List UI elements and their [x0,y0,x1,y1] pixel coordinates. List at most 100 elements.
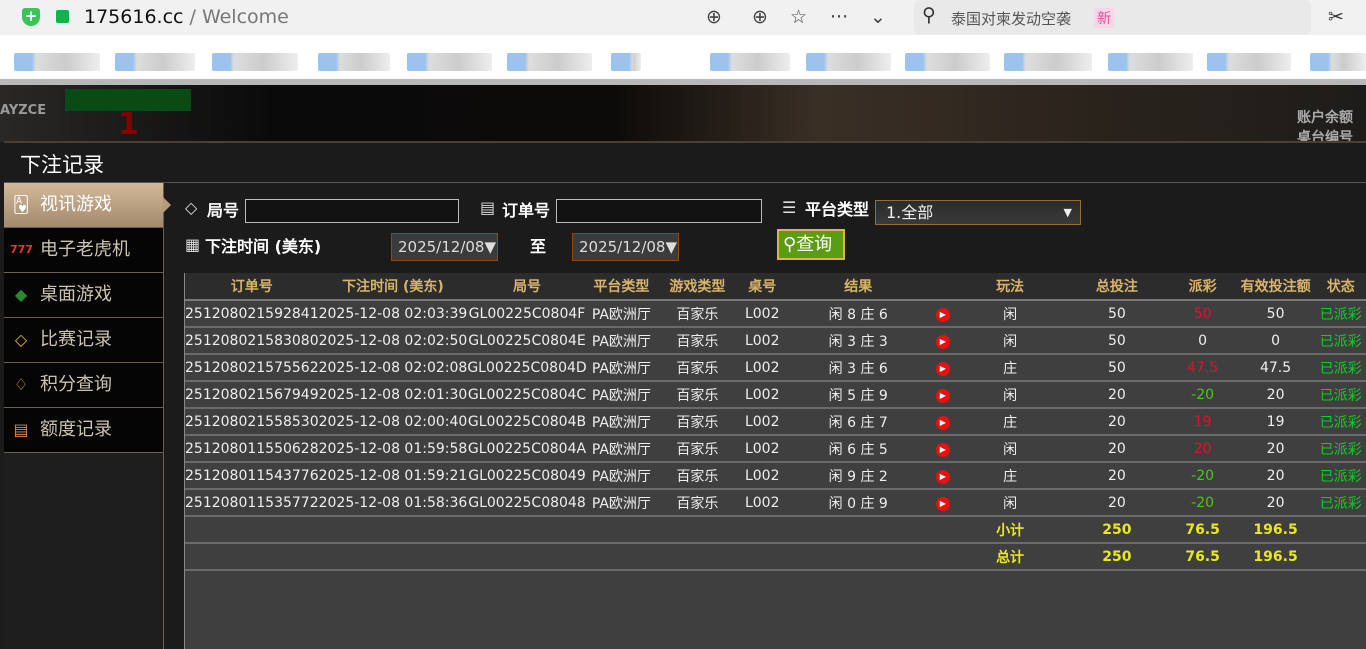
play-video-icon[interactable]: ▶ [935,335,950,349]
status-cell: 已派彩 [1314,327,1366,355]
bet-type-cell: 庄 [955,462,1066,490]
platform-select[interactable]: 1.全部 ▼ [875,200,1081,225]
chevron-down-icon[interactable]: ⌄ [870,6,886,28]
column-header: 状态 [1314,273,1366,301]
sidebar-item-points[interactable]: ♢ 积分查询 [4,363,163,408]
play-video-icon[interactable]: ▶ [935,389,950,403]
play-cell[interactable]: ▶ [930,300,956,328]
sidebar-item-match-records[interactable]: ◇ 比赛记录 [4,318,163,363]
column-header: 结果 [785,273,931,301]
table-row: 251208011535772 2025-12-08 01:58:36 GL0022… [185,489,1366,517]
total-bet-cell: 20 [1065,381,1169,409]
bookmark[interactable] [115,53,195,71]
status-cell: 已派彩 [1314,354,1366,382]
calendar-icon: ▦ [185,235,201,254]
total-row: 总计 250 76.5 196.5 [185,543,1366,571]
sidebar-item-table-games[interactable]: ◆ 桌面游戏 [4,273,163,318]
status-cell: 已派彩 [1314,408,1366,436]
order-id-cell: 251208021567949 [185,381,319,409]
table-row: 251208011550628 2025-12-08 01:59:58 GL0022… [185,435,1366,463]
document-icon: ▤ [13,420,29,439]
total-valid-bet: 196.5 [1236,543,1315,571]
game-type-cell: 百家乐 [656,435,739,463]
star-icon[interactable]: ☆ [790,6,808,28]
platform-cell: PA欧洲厅 [586,354,657,382]
play-video-icon[interactable]: ▶ [935,308,950,322]
play-video-icon[interactable]: ▶ [935,497,950,511]
url-path: / Welcome [183,6,289,28]
platform-cell: PA欧洲厅 [586,300,657,328]
play-cell[interactable]: ▶ [930,435,956,463]
date-to-picker[interactable]: 2025/12/08▼ [572,233,679,261]
play-cell[interactable]: ▶ [930,327,956,355]
bulb-icon[interactable]: ⊕ [752,6,768,28]
bookmark[interactable] [1207,53,1291,71]
round-input[interactable] [245,199,459,223]
bookmark[interactable] [14,53,100,71]
total-bet-cell: 20 [1065,462,1169,490]
play-video-icon[interactable]: ▶ [935,443,950,457]
platform-cell: PA欧洲厅 [586,381,657,409]
table-id-cell: L002 [738,327,786,355]
browser-toolbar: + 175616.cc / Welcome ⊕ ⊕ ☆ ··· ⌄ ⚲ 泰国对柬… [0,0,1366,35]
result-cell: 闲 3 庄 6 [785,354,931,382]
scissors-icon[interactable]: ✂ [1328,6,1344,28]
valid-bet-cell: 19 [1236,408,1315,436]
sidebar-item-live-games[interactable]: 🂱 视讯游戏 [4,183,171,228]
game-logo: AYZCE [0,103,47,118]
query-button[interactable]: ⚲查询 [777,229,845,260]
cards-icon: 🂱 [12,195,30,214]
empty-cell [185,516,956,544]
round-id-cell: GL00225C08049 [467,462,587,490]
shield-icon[interactable]: + [22,8,40,26]
green-panel [65,89,191,111]
play-video-icon[interactable]: ▶ [935,362,950,376]
bookmark[interactable] [212,53,298,71]
play-cell[interactable]: ▶ [930,489,956,517]
game-type-cell: 百家乐 [656,408,739,436]
play-cell[interactable]: ▶ [930,354,956,382]
order-label: 订单号 [502,201,551,220]
bet-time-cell: 2025-12-08 01:59:58 [318,435,468,463]
bookmark[interactable] [507,53,592,71]
result-cell: 闲 3 庄 3 [785,327,931,355]
clipboard-icon: ▤ [480,198,496,217]
total-bet-cell: 50 [1065,354,1169,382]
bookmark[interactable] [1004,53,1092,71]
bookmark[interactable] [407,53,492,71]
sidebar-item-credit-records[interactable]: ▤ 额度记录 [4,408,163,453]
bookmarks-bar [0,35,1366,79]
browser-search[interactable]: ⚲ 泰国对柬发动空袭 新 [914,0,1311,35]
bookmark[interactable] [318,53,390,71]
url-text[interactable]: 175616.cc / Welcome [84,6,289,28]
play-cell[interactable]: ▶ [930,381,956,409]
bet-time-cell: 2025-12-08 02:02:08 [318,354,468,382]
bookmark[interactable] [710,53,790,71]
bookmark[interactable] [611,53,641,71]
total-bet-cell: 20 [1065,408,1169,436]
play-cell[interactable]: ▶ [930,408,956,436]
platform-cell: PA欧洲厅 [586,408,657,436]
total-bet-cell: 20 [1065,489,1169,517]
bookmark[interactable] [1108,53,1193,71]
address-bar[interactable]: + 175616.cc / Welcome ⊕ ⊕ ☆ ··· ⌄ [0,0,903,35]
play-video-icon[interactable]: ▶ [935,416,950,430]
bookmark[interactable] [905,53,990,71]
status-cell: 已派彩 [1314,489,1366,517]
table-row: 251208021575562 2025-12-08 02:02:08 GL0022… [185,354,1366,382]
date-from-value: 2025/12/08 [398,238,485,256]
result-cell: 闲 6 庄 7 [785,408,931,436]
play-cell[interactable]: ▶ [930,462,956,490]
bookmark[interactable] [1310,53,1366,71]
date-from-picker[interactable]: 2025/12/08▼ [391,233,498,261]
order-input[interactable] [556,199,762,223]
order-id-cell: 251208011550628 [185,435,319,463]
play-video-icon[interactable]: ▶ [935,470,950,484]
platform-cell: PA欧洲厅 [586,327,657,355]
bookmark[interactable] [806,53,891,71]
to-label: 至 [530,237,547,256]
round-label: 局号 [207,201,240,220]
sidebar-item-slots[interactable]: 777 电子老虎机 [4,228,163,273]
more-icon[interactable]: ··· [830,6,849,28]
zoom-icon[interactable]: ⊕ [706,6,722,28]
